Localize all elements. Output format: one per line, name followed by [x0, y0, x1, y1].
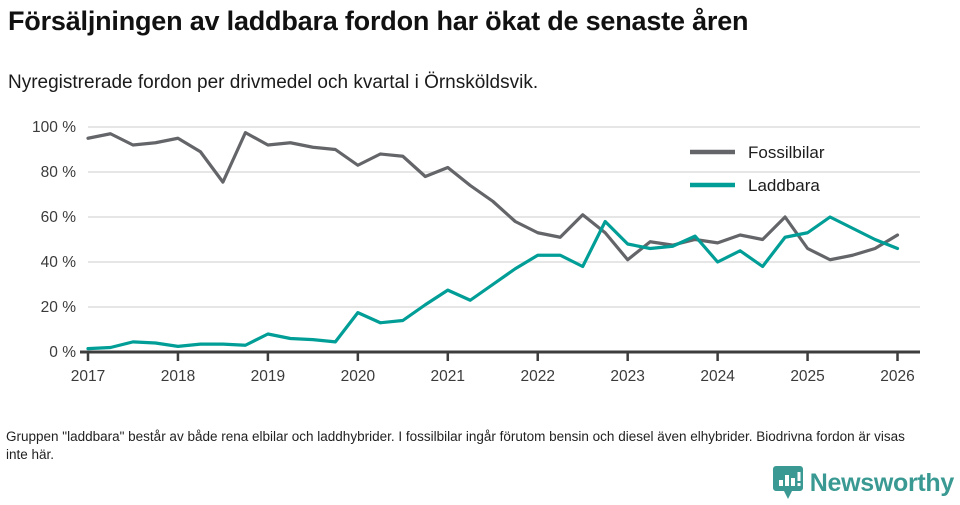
chart-footnote: Gruppen "laddbara" består av både rena e…: [6, 429, 905, 463]
legend-label: Fossilbilar: [748, 143, 825, 162]
y-axis-tick-label: 80 %: [41, 164, 77, 181]
chart-x-axis-labels: 2017 2018 2019 2020 2021 2022 2023 2024 2025 2026: [71, 368, 915, 385]
chart-series-lines: [86, 131, 900, 351]
newsworthy-mark-icon: [772, 466, 803, 499]
x-axis-tick-label: 2021: [431, 368, 465, 385]
newsworthy-logo: Newsworthy: [772, 466, 955, 500]
y-axis-tick-label: 20 %: [41, 299, 77, 316]
chart-plot-area: 0 % 20 % 40 % 60 % 80 % 100 % 2017 2018 2019 202…: [0, 110, 960, 395]
chart-x-tick-marks: [86, 352, 899, 361]
chart-y-axis-labels: 0 % 20 % 40 % 60 % 80 % 100 %: [32, 119, 76, 361]
x-axis-tick-label: 2018: [161, 368, 195, 385]
y-axis-tick-label: 60 %: [41, 209, 77, 226]
x-axis-tick-label: 2023: [610, 368, 644, 385]
chart-subtitle: Nyregistrerade fordon per drivmedel och …: [8, 72, 539, 93]
line-chart-svg: 0 % 20 % 40 % 60 % 80 % 100 % 2017 2018 2019 202…: [32, 119, 920, 385]
series-line-fossilbilar: [86, 131, 900, 262]
x-axis-tick-label: 2017: [71, 368, 105, 385]
newsworthy-logo-text: Newsworthy: [809, 468, 955, 497]
chart-legend: Fossilbilar Laddbara: [690, 143, 825, 195]
x-axis-tick-label: 2026: [880, 368, 914, 385]
y-axis-tick-label: 0 %: [49, 344, 76, 361]
x-axis-tick-label: 2022: [520, 368, 554, 385]
y-axis-tick-label: 40 %: [41, 254, 77, 271]
x-axis-tick-label: 2020: [341, 368, 376, 385]
y-axis-tick-label: 100 %: [32, 119, 76, 136]
x-axis-tick-label: 2025: [790, 368, 824, 385]
x-axis-tick-label: 2024: [700, 368, 735, 385]
series-line-laddbara: [86, 215, 900, 351]
legend-label: Laddbara: [748, 176, 820, 195]
page-title: Försäljningen av laddbara fordon har öka…: [8, 6, 749, 36]
x-axis-tick-label: 2019: [251, 368, 285, 385]
